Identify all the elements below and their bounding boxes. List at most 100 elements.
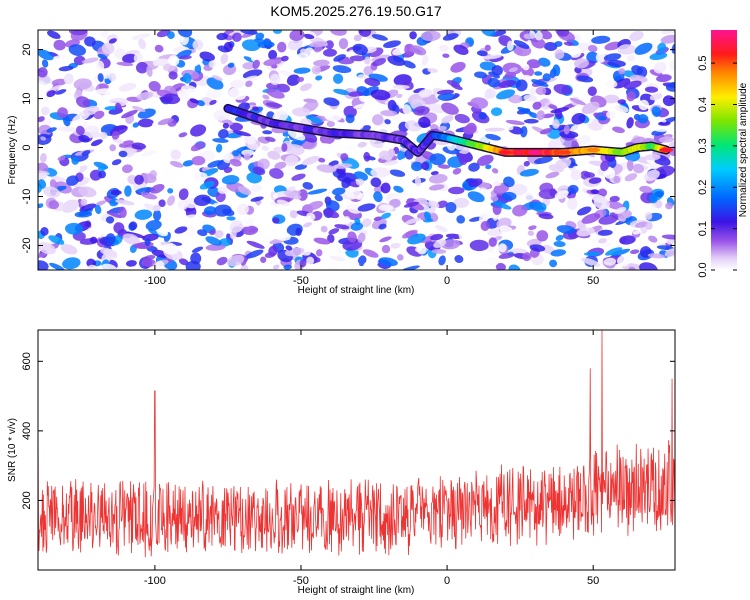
noise-blob [566, 46, 582, 58]
noise-blob [491, 168, 499, 174]
noise-blob [343, 105, 357, 118]
noise-blob [587, 45, 598, 53]
noise-blob [258, 202, 266, 214]
signal-peak [586, 147, 601, 153]
noise-blob [583, 172, 595, 178]
noise-blob [226, 216, 236, 221]
noise-blob [606, 111, 616, 119]
noise-blob [363, 56, 371, 65]
noise-blob [378, 223, 387, 230]
noise-blob [559, 130, 579, 139]
snr-ytick-label: 400 [21, 422, 33, 440]
noise-blob [373, 216, 383, 221]
noise-blob [378, 204, 394, 212]
noise-blob [581, 257, 601, 267]
noise-blob [549, 188, 557, 198]
snr-panel: -100 -50 0 50 200 400 600 Height of straight … [7, 329, 676, 596]
noise-blob [439, 44, 449, 52]
noise-blob [38, 179, 47, 189]
noise-blob [613, 78, 631, 89]
noise-blob [342, 238, 363, 251]
noise-blob [402, 60, 416, 69]
noise-blob [302, 155, 320, 166]
noise-blob [593, 112, 600, 118]
noise-blob [285, 245, 293, 251]
snr-y-axis: 200 400 600 [21, 352, 675, 510]
noise-blob [600, 160, 610, 172]
noise-blob [236, 203, 249, 215]
noise-blob [326, 121, 335, 128]
noise-blob [306, 256, 315, 265]
noise-blob [332, 65, 352, 74]
snr-frame [37, 329, 676, 571]
noise-blob [528, 225, 537, 231]
noise-blob [489, 173, 503, 182]
noise-blob [603, 53, 622, 62]
noise-blob [146, 65, 153, 77]
noise-blob [294, 164, 308, 170]
noise-blob [228, 87, 247, 100]
noise-blob [317, 157, 326, 163]
noise-blob [393, 185, 404, 193]
noise-blob [343, 216, 351, 225]
noise-blob [38, 203, 44, 209]
noise-blob [629, 30, 644, 42]
noise-blob [397, 149, 407, 161]
noise-blob [243, 75, 259, 83]
noise-blob [357, 141, 367, 148]
noise-blob [172, 34, 185, 43]
noise-blob [289, 210, 298, 219]
chart-title: KOM5.2025.276.19.50.G17 [270, 3, 441, 19]
noise-blob [418, 89, 433, 98]
noise-blob [440, 212, 454, 223]
colorbar-label: Normalized spectral amplitude [738, 82, 749, 217]
noise-blob [615, 105, 629, 113]
noise-blob [428, 173, 448, 184]
noise-blob [266, 88, 285, 99]
noise-blob [479, 61, 496, 71]
noise-blob [271, 230, 291, 241]
noise-blob [78, 134, 90, 143]
noise-blob [140, 192, 158, 200]
noise-blob [552, 64, 561, 77]
noise-blob [429, 153, 446, 166]
noise-blob [536, 110, 545, 121]
noise-blob [268, 49, 278, 60]
noise-blob [162, 93, 181, 105]
noise-blob [553, 83, 573, 95]
noise-blob [576, 75, 594, 83]
noise-blob [404, 120, 422, 132]
noise-blob [246, 240, 265, 249]
noise-blob [476, 154, 494, 166]
noise-blob [454, 255, 464, 263]
noise-blob [467, 191, 485, 203]
noise-blob [209, 229, 216, 236]
noise-blob [418, 116, 431, 129]
snr-x-label: Height of straight line (km) [298, 585, 415, 596]
noise-blob [326, 260, 338, 270]
noise-blob [498, 243, 507, 253]
noise-blob [653, 61, 667, 74]
noise-blob [338, 38, 349, 50]
colorbar-tick-label: 0.0 [697, 262, 709, 277]
noise-blob [606, 80, 618, 88]
noise-blob [168, 71, 178, 80]
noise-blob [359, 95, 373, 103]
noise-blob [481, 30, 496, 37]
noise-blob [276, 199, 290, 206]
noise-blob [152, 204, 161, 212]
colorbar-gradient [711, 30, 737, 270]
noise-blob [67, 162, 81, 174]
noise-blob [505, 124, 514, 131]
noise-blob [332, 163, 353, 169]
noise-blob [423, 211, 432, 222]
noise-blob [416, 199, 435, 208]
snr-xtick-label: -50 [293, 575, 309, 587]
noise-blob [522, 63, 530, 71]
noise-blob [409, 31, 417, 40]
noise-blob [493, 181, 502, 187]
noise-blob [192, 39, 204, 51]
noise-blob [38, 67, 48, 78]
colorbar-ticks: 0.0 0.1 0.2 0.3 0.4 0.5 [697, 55, 737, 278]
